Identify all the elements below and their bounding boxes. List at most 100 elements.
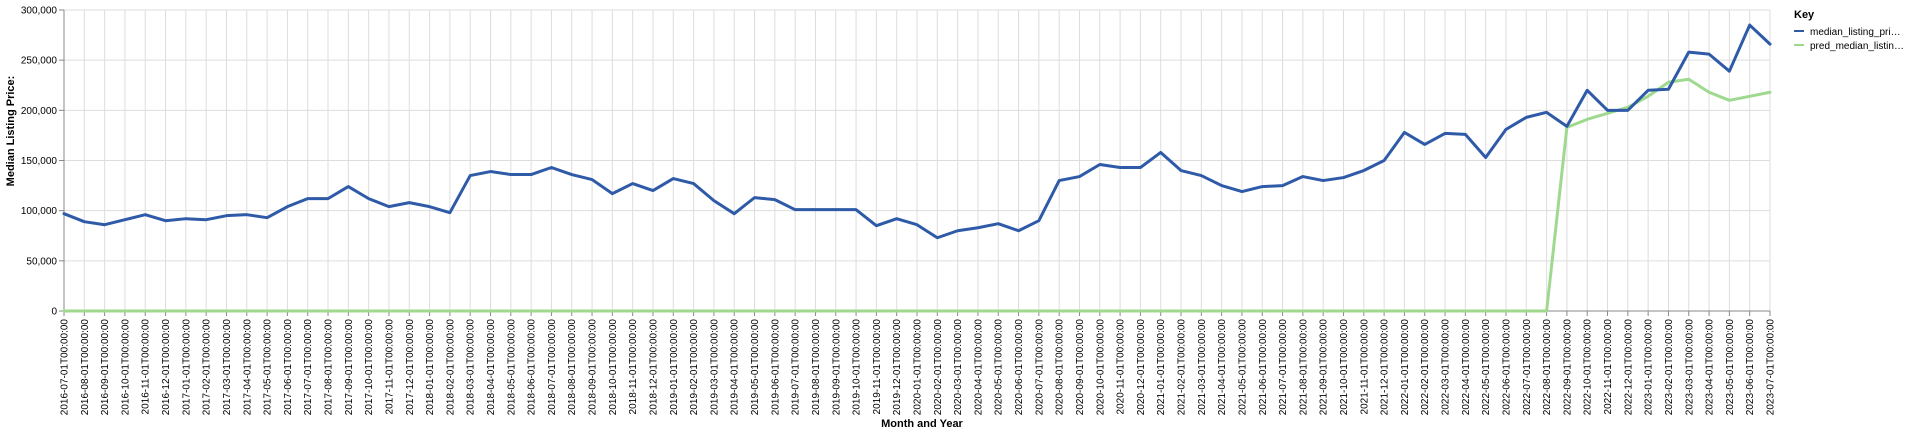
x-tick-label: 2022-11-01T00:00:00 [1603,319,1614,415]
series-line-median-listing-price [62,23,1772,240]
x-tick-label: 2020-10-01T00:00:00 [1095,319,1106,416]
x-tick-label: 2022-07-01T00:00:00 [1522,319,1533,416]
x-tick-label: 2016-07-01T00:00:00 [60,319,71,416]
x-tick-label: 2022-10-01T00:00:00 [1583,319,1594,416]
x-tick-label: 2020-12-01T00:00:00 [1136,319,1147,416]
x-tick-label: 2021-10-01T00:00:00 [1339,319,1350,416]
legend-label-pred-median-listing-price: pred_median_listin… [1810,41,1904,52]
x-tick-label: 2017-03-01T00:00:00 [222,319,233,416]
x-tick-label: 2020-07-01T00:00:00 [1034,319,1045,416]
x-tick-label: 2021-06-01T00:00:00 [1258,319,1269,416]
x-tick-label: 2018-01-01T00:00:00 [425,319,436,416]
x-tick-label: 2018-10-01T00:00:00 [608,319,619,416]
x-tick-label: 2019-11-01T00:00:00 [872,319,883,415]
x-tick-label: 2021-12-01T00:00:00 [1380,319,1391,416]
x-tick-label: 2016-12-01T00:00:00 [161,319,172,416]
x-tick-label: 2020-01-01T00:00:00 [913,319,924,416]
gridlines [63,9,1771,312]
x-tick-label: 2022-08-01T00:00:00 [1542,319,1553,416]
x-tick-label: 2017-01-01T00:00:00 [181,319,192,416]
x-tick-label: 2021-08-01T00:00:00 [1298,319,1309,416]
x-tick-label: 2022-09-01T00:00:00 [1562,319,1573,416]
x-tick-label: 2020-03-01T00:00:00 [953,319,964,416]
x-tick-label: 2019-10-01T00:00:00 [852,319,863,416]
x-tick-label: 2017-08-01T00:00:00 [324,319,335,416]
x-tick-label: 2018-08-01T00:00:00 [567,319,578,416]
y-tick-label: 100,000 [21,206,58,217]
x-tick-label: 2016-08-01T00:00:00 [80,319,91,416]
y-tick-label: 150,000 [21,156,58,167]
legend-item-median-listing-price: median_listing_pri… [1794,27,1901,38]
x-tick-label: 2017-06-01T00:00:00 [283,319,294,416]
x-tick-label: 2018-05-01T00:00:00 [506,319,517,416]
x-tick-label: 2017-04-01T00:00:00 [242,319,253,416]
x-tick-label: 2021-02-01T00:00:00 [1177,319,1188,416]
x-tick-label: 2018-06-01T00:00:00 [527,319,538,416]
x-tick-label: 2017-05-01T00:00:00 [263,319,274,416]
x-tick-label: 2020-05-01T00:00:00 [994,319,1005,416]
x-tick-label: 2019-07-01T00:00:00 [791,319,802,416]
x-tick-label: 2023-06-01T00:00:00 [1745,319,1756,416]
x-axis-title: Month and Year [881,418,963,430]
x-tick-label: 2021-03-01T00:00:00 [1197,319,1208,416]
x-tick-label: 2019-02-01T00:00:00 [689,319,700,416]
x-tick-label: 2016-09-01T00:00:00 [100,319,111,416]
x-tick-label: 2019-04-01T00:00:00 [730,319,741,416]
x-tick-label: 2020-08-01T00:00:00 [1055,319,1066,416]
x-tick-label: 2019-06-01T00:00:00 [770,319,781,416]
legend: Key median_listing_pri… pred_median_list… [1794,9,1904,52]
x-tick-label: 2017-02-01T00:00:00 [202,319,213,416]
x-tick-label: 2022-12-01T00:00:00 [1623,319,1634,416]
x-tick-label: 2019-05-01T00:00:00 [750,319,761,416]
x-tick-label: 2019-12-01T00:00:00 [892,319,903,416]
y-axis-title: Median Listing Price: [5,76,17,187]
x-tick-label: 2018-09-01T00:00:00 [588,319,599,416]
x-tick-label: 2021-04-01T00:00:00 [1217,319,1228,416]
x-tick-label: 2020-04-01T00:00:00 [973,319,984,416]
x-tick-label: 2018-03-01T00:00:00 [466,319,477,416]
x-tick-label: 2017-12-01T00:00:00 [405,319,416,416]
y-tick-label: 50,000 [26,256,57,267]
x-tick-label: 2022-04-01T00:00:00 [1461,319,1472,416]
x-tick-label: 2019-08-01T00:00:00 [811,319,822,416]
y-tick-label: 200,000 [21,106,58,117]
x-tick-label: 2016-11-01T00:00:00 [141,319,152,415]
x-tick-label: 2020-11-01T00:00:00 [1116,319,1127,415]
y-tick-label: 300,000 [21,6,58,17]
x-tick-label: 2018-07-01T00:00:00 [547,319,558,416]
x-tick-label: 2023-01-01T00:00:00 [1644,319,1655,416]
y-tick-label: 0 [51,307,57,318]
x-tick-label: 2022-01-01T00:00:00 [1400,319,1411,416]
x-tick-label: 2018-12-01T00:00:00 [648,319,659,416]
y-tick-label: 250,000 [21,56,58,67]
x-tick-label: 2018-04-01T00:00:00 [486,319,497,416]
x-tick-label: 2017-07-01T00:00:00 [303,319,314,416]
x-tick-label: 2021-09-01T00:00:00 [1319,319,1330,416]
x-tick-label: 2018-11-01T00:00:00 [628,319,639,415]
x-tick-label: 2020-06-01T00:00:00 [1014,319,1025,416]
x-tick-label: 2019-01-01T00:00:00 [669,319,680,416]
legend-label-median-listing-price: median_listing_pri… [1810,27,1901,38]
x-tick-label: 2021-01-01T00:00:00 [1156,319,1167,416]
x-tick-label: 2020-09-01T00:00:00 [1075,319,1086,416]
x-tick-label: 2017-11-01T00:00:00 [384,319,395,415]
x-tick-label: 2022-02-01T00:00:00 [1420,319,1431,416]
x-tick-label: 2021-07-01T00:00:00 [1278,319,1289,416]
x-tick-label: 2022-06-01T00:00:00 [1501,319,1512,416]
x-tick-label: 2023-05-01T00:00:00 [1725,319,1736,416]
x-tick-label: 2017-10-01T00:00:00 [364,319,375,416]
series-lines [62,23,1772,313]
x-tick-label: 2023-07-01T00:00:00 [1766,319,1777,416]
x-tick-label: 2016-10-01T00:00:00 [120,319,131,416]
x-tick-label: 2023-02-01T00:00:00 [1664,319,1675,416]
series-line-pred-median-listing-price [62,77,1772,313]
x-tick-label: 2023-04-01T00:00:00 [1705,319,1716,416]
x-tick-label: 2021-05-01T00:00:00 [1237,319,1248,416]
x-tick-label: 2017-09-01T00:00:00 [344,319,355,416]
x-tick-label: 2019-03-01T00:00:00 [709,319,720,416]
legend-title: Key [1794,9,1815,21]
x-tick-label: 2019-09-01T00:00:00 [831,319,842,416]
legend-item-pred-median-listing-price: pred_median_listin… [1794,41,1904,52]
